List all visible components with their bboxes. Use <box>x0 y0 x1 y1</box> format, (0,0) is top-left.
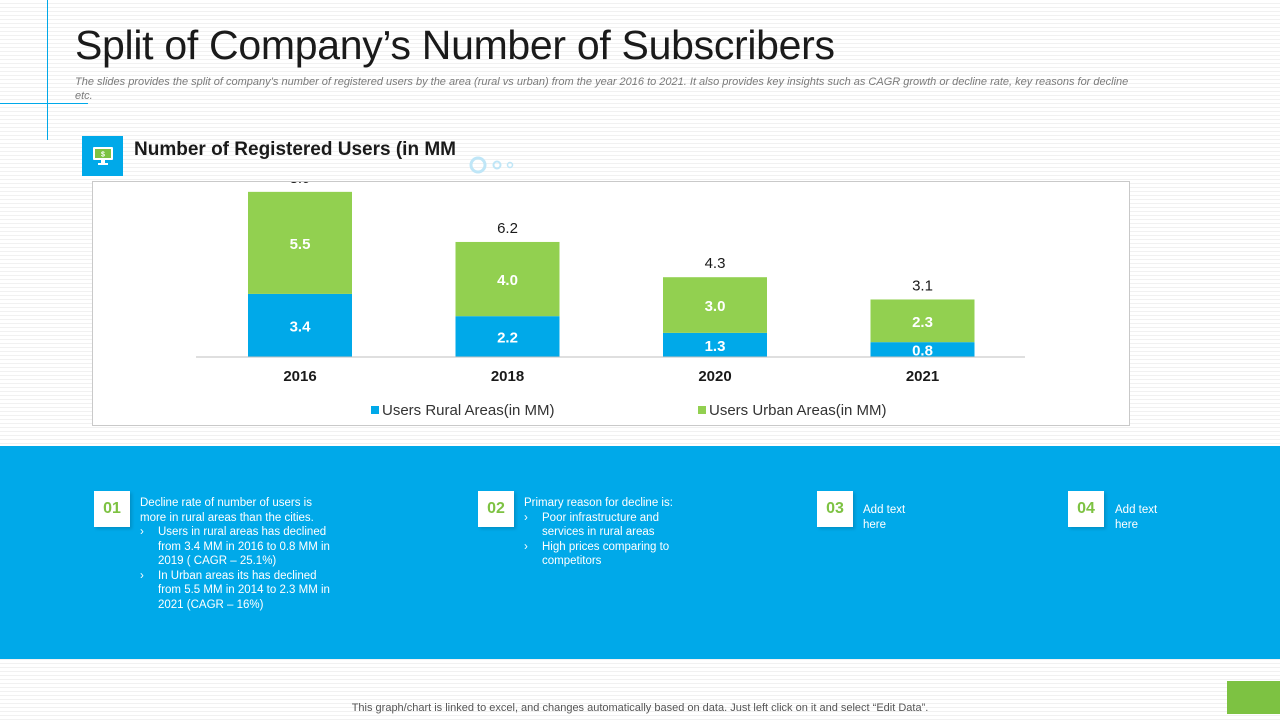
legend-swatch-rural <box>371 406 379 414</box>
point-number-badge: 03 <box>817 491 853 527</box>
point-bullet-line: Poor infrastructure and <box>542 511 659 524</box>
data-label-rural-2020: 1.3 <box>705 338 726 355</box>
point-bullet-line: competitors <box>542 555 602 567</box>
point-text-block: Add text here <box>863 503 905 532</box>
data-label-urban-2020: 3.0 <box>705 298 726 315</box>
x-tick-2018: 2018 <box>491 368 524 385</box>
point-number-badge: 04 <box>1068 491 1104 527</box>
legend-label-urban: Users Urban Areas(in MM) <box>709 402 887 419</box>
point-bullet: Poor infrastructure and services in rural… <box>524 511 673 540</box>
point-bullet-line: from 5.5 MM in 2014 to 2.3 MM in <box>158 584 330 596</box>
point-text-block: Add text here <box>1115 503 1157 532</box>
slide-subtitle: The slides provides the split of company… <box>75 76 1129 102</box>
point-text-line: Add text <box>863 504 906 516</box>
bar-rural-2020 <box>663 332 767 357</box>
point-text-block: Decline rate of number of users is more i… <box>140 496 330 612</box>
data-label-urban-2018: 4.0 <box>497 272 518 289</box>
point-number-badge: 02 <box>478 491 514 527</box>
bar-rural-2021 <box>870 342 975 357</box>
bar-urban-2021 <box>870 299 975 343</box>
money-monitor-icon: $ <box>82 136 123 176</box>
point-bullet-line: Users in rural areas has declined <box>158 526 327 538</box>
total-label-2018: 6.2 <box>497 220 518 237</box>
x-tick-2016: 2016 <box>283 368 316 385</box>
point-bullet-line: In Urban areas its has declined <box>158 569 317 582</box>
point-text-line: here <box>1115 518 1139 531</box>
chart-heading: Number of Registered Users (in MM <box>134 139 456 160</box>
legend-swatch-urban <box>698 406 706 414</box>
data-label-urban-2021: 2.3 <box>912 314 933 331</box>
point-bullet-line: services in rural areas <box>542 526 655 538</box>
x-tick-2021: 2021 <box>906 368 939 385</box>
bar-urban-2020 <box>663 277 767 333</box>
total-label-2016: 8.9 <box>290 182 311 187</box>
slide-title: Split of Company’s Number of Subscribers <box>75 22 835 68</box>
total-label-2020: 4.3 <box>705 255 726 272</box>
point-text-line: Decline rate of number of users is <box>140 497 312 509</box>
data-label-rural-2021: 0.8 <box>912 343 933 360</box>
decorative-horizontal-line <box>0 103 88 104</box>
point-bullet: High prices comparing to competitors <box>524 540 673 569</box>
point-bullet-line: from 3.4 MM in 2016 to 0.8 MM in <box>158 540 330 553</box>
point-text-line: more in rural areas than the cities. <box>140 511 314 524</box>
point-bullet-line: High prices comparing to <box>542 540 670 553</box>
point-text-line: here <box>863 518 887 531</box>
point-text-line: Add text <box>1115 504 1158 516</box>
bar-rural-2016 <box>248 293 352 357</box>
footer-note: This graph/chart is linked to excel, and… <box>351 702 929 714</box>
svg-text:$: $ <box>101 152 105 159</box>
point-bullet-line: 2019 ( CAGR – 25.1%) <box>158 555 277 567</box>
point-number-badge: 01 <box>94 491 130 527</box>
point-text-block: Primary reason for decline is: Poor infra… <box>524 496 673 569</box>
data-label-rural-2016: 3.4 <box>290 318 312 335</box>
corner-accent <box>1227 681 1280 714</box>
decorative-dots <box>469 156 514 174</box>
point-bullet: Users in rural areas has declined from 3.… <box>140 525 330 569</box>
point-text-line: Primary reason for decline is: <box>524 497 673 509</box>
point-bullet: In Urban areas its has declined from 5.5 … <box>140 569 330 613</box>
data-label-rural-2018: 2.2 <box>497 330 518 347</box>
bar-urban-2018 <box>455 241 560 317</box>
bar-rural-2018 <box>455 316 560 357</box>
x-tick-2020: 2020 <box>698 368 731 385</box>
point-bullet-line: 2021 (CAGR – 16%) <box>158 598 264 611</box>
stacked-bar-chart: 3.4 5.5 8.9 2016 2.2 4.0 6.2 2018 1.3 3.0 4.3 2020 0… <box>196 182 1025 419</box>
legend-label-rural: Users Rural Areas(in MM) <box>382 402 555 419</box>
total-label-2021: 3.1 <box>912 277 933 294</box>
bar-urban-2016 <box>248 191 352 294</box>
decorative-vertical-line <box>47 0 48 140</box>
data-label-urban-2016: 5.5 <box>290 236 311 253</box>
chart-container: 3.4 5.5 8.9 2016 2.2 4.0 6.2 2018 1.3 3.0 4.3 2020 0… <box>92 181 1130 426</box>
